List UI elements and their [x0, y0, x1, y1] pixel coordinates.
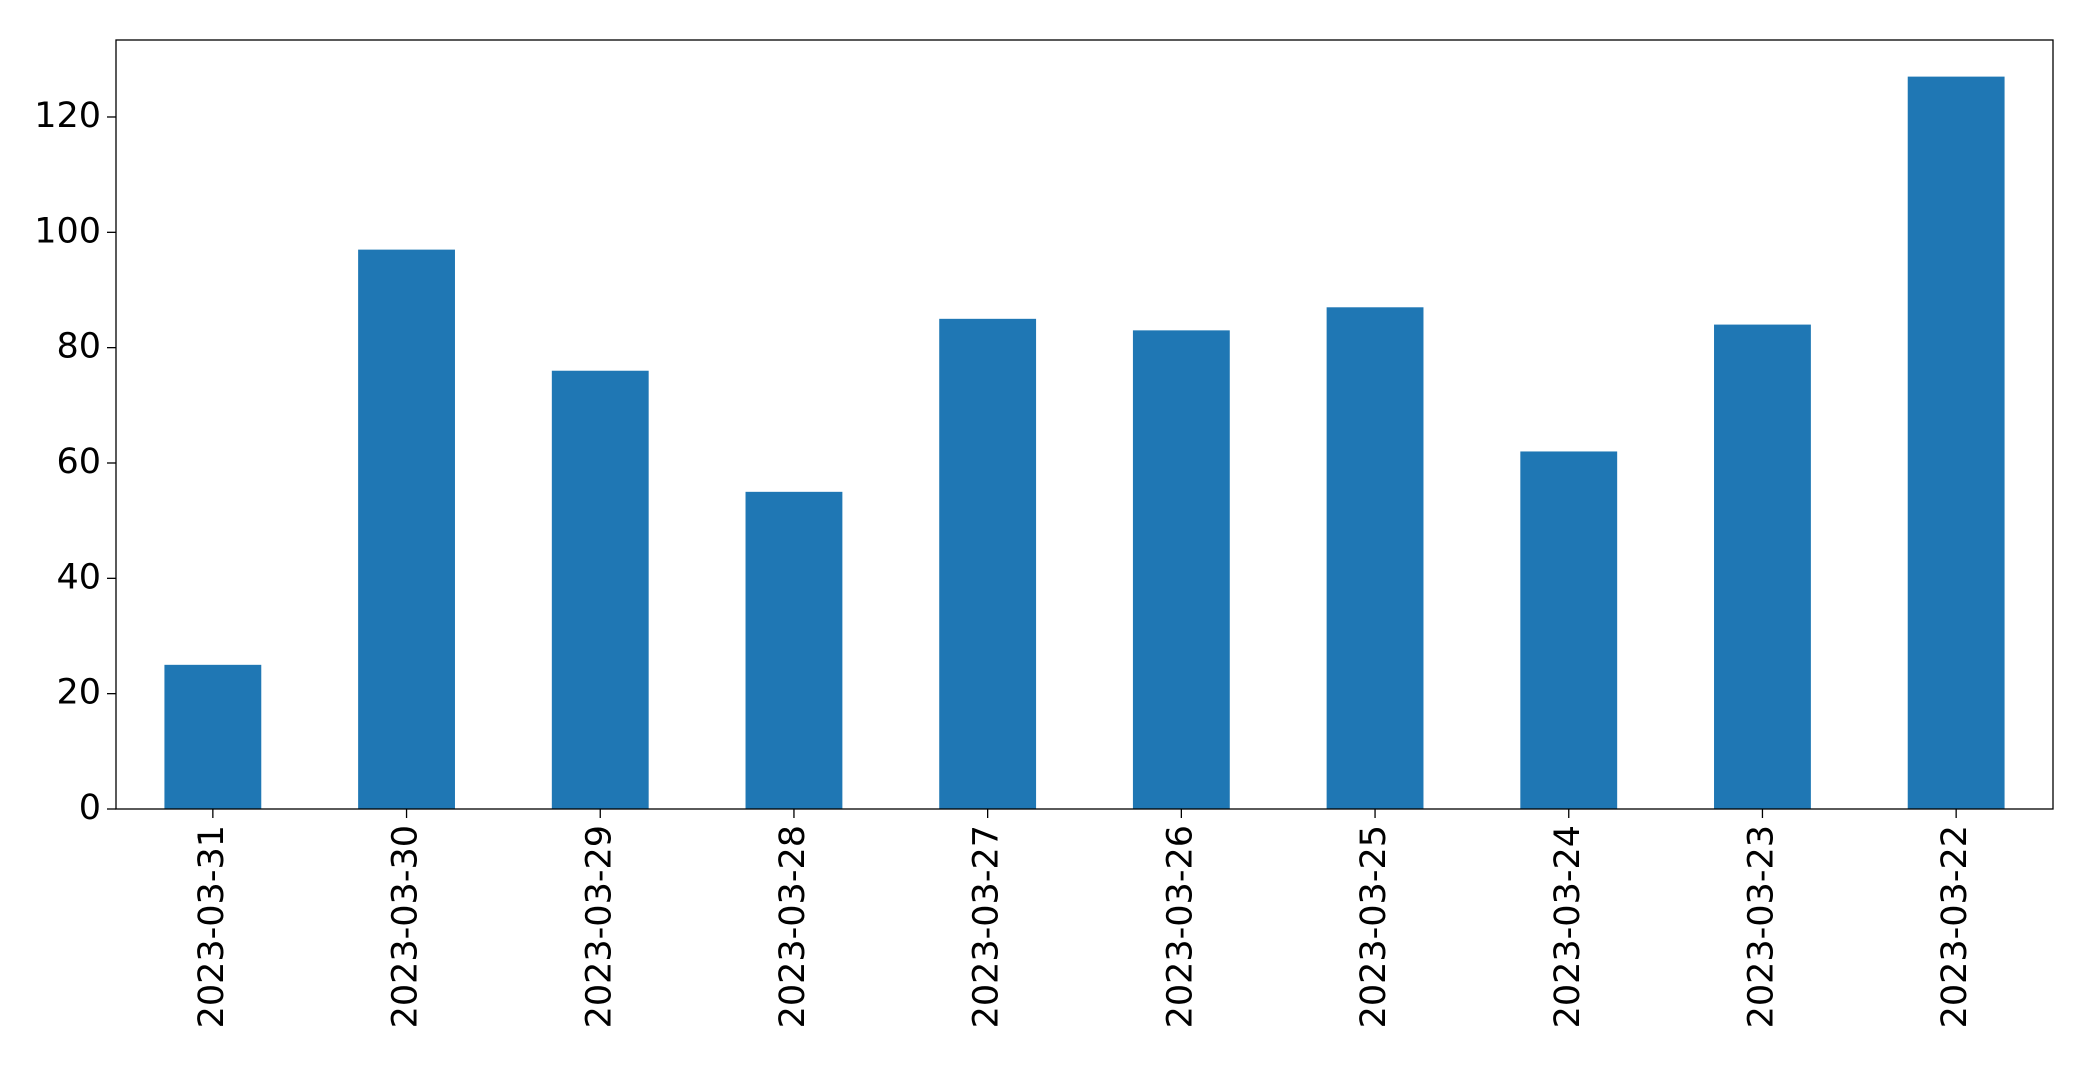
bar	[1714, 324, 1811, 809]
bar	[1326, 307, 1424, 809]
x-tick-label: 2023-03-22	[1935, 825, 1975, 1028]
plot-area	[164, 76, 2005, 810]
y-tick-label: 100	[34, 211, 101, 251]
x-tick-label: 2023-03-25	[1354, 825, 1394, 1028]
x-tick-label: 2023-03-24	[1548, 825, 1588, 1028]
axes-frame	[115, 39, 2054, 810]
bar	[939, 318, 1037, 809]
y-tick-label: 120	[34, 96, 101, 136]
bar	[1132, 330, 1230, 809]
bar	[164, 664, 262, 809]
x-tick-label: 2023-03-27	[967, 825, 1007, 1028]
x-tick-label: 2023-03-31	[192, 825, 232, 1028]
y-tick-label: 40	[56, 557, 101, 597]
bar	[1907, 76, 2005, 810]
y-tick-label: 60	[56, 442, 101, 482]
y-tick-label: 20	[56, 673, 101, 713]
y-tick-label: 0	[79, 788, 101, 828]
x-tick-label: 2023-03-26	[1160, 825, 1200, 1028]
bar	[745, 491, 843, 809]
bar	[358, 249, 455, 809]
bar	[551, 370, 649, 809]
x-tick-label: 2023-03-30	[386, 825, 426, 1028]
x-tick-label: 2023-03-28	[773, 825, 813, 1028]
x-tick-label: 2023-03-29	[579, 825, 619, 1028]
bar	[1520, 451, 1618, 809]
x-tick-label: 2023-03-23	[1741, 825, 1781, 1028]
y-tick-label: 80	[56, 327, 101, 367]
